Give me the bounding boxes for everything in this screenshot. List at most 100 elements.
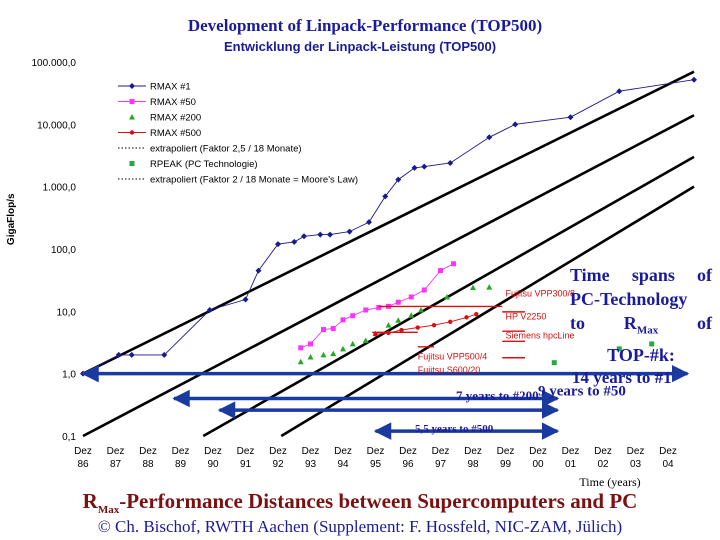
data-point — [320, 351, 327, 358]
x-tick-label: Dez 89 — [172, 446, 190, 470]
data-point — [486, 284, 493, 290]
data-point — [363, 307, 369, 313]
data-point — [408, 312, 415, 318]
data-point — [161, 351, 168, 358]
data-point — [255, 267, 262, 274]
span-label: 5,5 years to #500 — [415, 423, 494, 435]
data-point — [308, 341, 313, 347]
legend-marker — [129, 161, 135, 166]
trend-line — [202, 155, 695, 438]
machine-label: Siemens hpcLine — [506, 330, 575, 340]
data-point — [385, 322, 392, 328]
legend-label: RPEAK (PC Technologie) — [150, 159, 258, 170]
legend-label: RMAX #200 — [150, 113, 201, 124]
trend-line — [82, 70, 695, 375]
data-point — [464, 315, 469, 320]
y-tick-label: 0,1 — [62, 432, 76, 443]
data-point — [395, 317, 402, 323]
data-point — [128, 351, 135, 358]
bottom-title-prefix: R — [82, 489, 98, 513]
annotation-line-3-post: of — [658, 313, 713, 333]
x-axis-label: Time (years) — [579, 475, 640, 489]
data-point — [366, 219, 372, 226]
data-point — [349, 340, 356, 347]
annotation-line-3-pre: to R — [570, 313, 637, 333]
chart-subtitle: Entwicklung der Linpack-Leistung (TOP500… — [224, 39, 496, 54]
x-tick-label: Dez 99 — [497, 446, 515, 470]
data-point — [382, 193, 389, 200]
x-tick-label: Dez 01 — [562, 446, 580, 470]
span-label: 9 years to #50 — [538, 383, 626, 399]
data-point — [415, 325, 420, 330]
data-point — [340, 345, 346, 352]
machine-label: HP V2250 — [506, 311, 547, 321]
data-point — [317, 231, 324, 238]
data-point — [421, 163, 428, 170]
data-point — [512, 121, 519, 128]
data-point — [567, 114, 574, 121]
data-point — [346, 228, 353, 235]
legend-label: extrapoliert (Faktor 2,5 / 18 Monate) — [150, 144, 302, 155]
annotation-line-1: Time spans of — [570, 265, 712, 285]
x-tick-label: Dez 96 — [399, 446, 417, 470]
x-tick-label: Dez 91 — [237, 446, 255, 470]
data-point — [616, 88, 623, 95]
data-point — [486, 134, 493, 141]
data-point — [411, 164, 418, 171]
y-tick-label: 10.000,0 — [37, 120, 76, 131]
data-point — [616, 346, 622, 352]
x-tick-label: Dez 90 — [204, 446, 222, 470]
x-tick-label: Dez 02 — [594, 446, 612, 470]
x-tick-label: Dez 00 — [529, 446, 547, 470]
data-point — [431, 322, 437, 328]
data-point — [451, 261, 456, 267]
y-tick-label: 100,0 — [51, 245, 76, 256]
data-point — [373, 331, 378, 337]
annotation-line-4: TOP-#k: — [607, 344, 675, 365]
slide-title: Development of Linpack-Performance (TOP5… — [187, 16, 543, 35]
legend-label: RMAX #1 — [150, 82, 191, 93]
data-point — [399, 327, 404, 333]
data-point — [330, 350, 337, 357]
data-point — [474, 311, 479, 317]
legend-marker — [129, 99, 135, 104]
data-point — [275, 241, 281, 248]
data-point — [447, 159, 454, 166]
machine-label: Fujitsu VPP500/4 — [418, 351, 488, 361]
annotation-line-3-sub: Max — [636, 324, 659, 337]
y-tick-label: 100.000,0 — [32, 58, 77, 69]
x-tick-label: Dez 92 — [269, 446, 287, 470]
legend-label: extrapoliert (Faktor 2 / 18 Monate = Moo… — [150, 175, 358, 186]
data-point — [327, 231, 333, 238]
data-point — [470, 284, 476, 291]
data-point — [444, 293, 450, 300]
data-point — [321, 327, 326, 333]
data-point — [297, 358, 304, 365]
data-point — [376, 305, 382, 311]
y-axis-label: GigaFlop/s — [6, 193, 17, 245]
bottom-title: RMax-Performance Distances between Super… — [0, 489, 720, 516]
credit-line: © Ch. Bischof, RWTH Aachen (Supplement: … — [97, 517, 623, 536]
x-tick-label: Dez 94 — [334, 446, 352, 470]
data-point — [421, 287, 427, 293]
x-tick-label: Dez 93 — [302, 446, 320, 470]
span-label: 7 years to #200 — [456, 388, 539, 403]
data-point — [395, 176, 402, 183]
data-point — [350, 313, 356, 319]
y-tick-label: 1,0 — [62, 370, 76, 381]
data-point — [115, 351, 122, 358]
x-tick-label: Dez 95 — [367, 446, 385, 470]
data-point — [408, 294, 414, 300]
data-point — [438, 268, 443, 274]
legend-marker — [129, 114, 135, 120]
span-label-1: 14 years to #1 — [572, 368, 672, 387]
bottom-title-sub: Max — [97, 504, 120, 517]
x-tick-label: Dez 86 — [74, 446, 92, 470]
series-line — [82, 79, 695, 375]
bottom-title-rest: -Performance Distances between Supercomp… — [119, 489, 638, 513]
data-point — [362, 337, 369, 344]
machine-label: Fujitsu S600/20 — [418, 365, 481, 375]
data-point — [395, 299, 401, 305]
y-tick-label: 1.000,0 — [43, 183, 77, 194]
